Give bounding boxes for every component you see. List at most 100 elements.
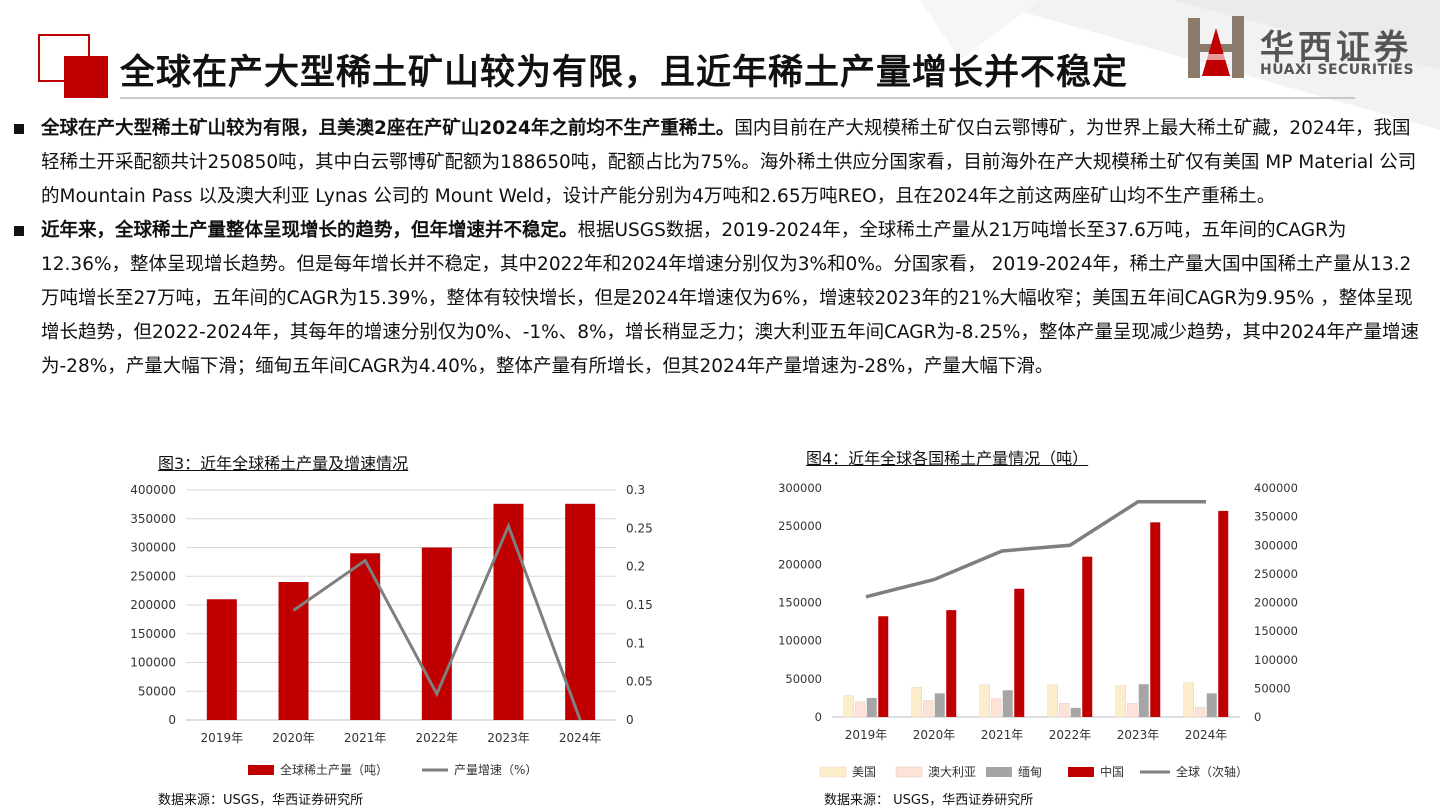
y2-tick-label: 350000 — [1254, 510, 1298, 524]
x-tick-label: 2024年 — [1185, 728, 1228, 742]
y2-tick-label: 0.1 — [626, 636, 645, 650]
bullet-text: 根据USGS数据，2019-2024年，全球稀土产量从21万吨增长至37.6万吨… — [41, 220, 1420, 377]
bar-myanmar — [1206, 693, 1217, 717]
bar-australia — [1059, 703, 1070, 718]
legend-label: 产量增速（%） — [454, 763, 537, 777]
title-divider — [120, 97, 1355, 99]
legend-swatch-usa — [819, 766, 847, 778]
x-tick-label: 2024年 — [559, 731, 602, 745]
y2-tick-label: 300000 — [1254, 538, 1298, 552]
bar-global-production — [206, 599, 237, 720]
y-tick-label: 50000 — [138, 684, 176, 698]
x-tick-label: 2022年 — [416, 731, 459, 745]
legend-label: 缅甸 — [1018, 765, 1042, 779]
legend-swatch-myanmar — [986, 767, 1012, 777]
bar-australia — [991, 698, 1002, 718]
bullet-text: 国内目前在产大规模稀土矿仅白云鄂博矿，为世界上最大稀土矿藏，2024年，我国轻稀… — [41, 118, 1417, 207]
bar-myanmar — [1138, 684, 1149, 717]
y-tick-label: 350000 — [130, 512, 176, 526]
bar-myanmar — [1070, 707, 1081, 717]
y-tick-label: 0 — [815, 710, 822, 724]
page-title: 全球在产大型稀土矿山较为有限，且近年稀土产量增长并不稳定 — [120, 53, 1129, 93]
y2-tick-label: 0.25 — [626, 521, 653, 535]
x-tick-label: 2023年 — [1117, 728, 1160, 742]
y2-tick-label: 150000 — [1254, 624, 1298, 638]
y-tick-label: 250000 — [130, 569, 176, 583]
figure3-source: 数据来源：USGS，华西证券研究所 — [158, 793, 364, 808]
bar-usa — [1115, 685, 1126, 718]
bar-usa — [911, 686, 922, 718]
bar-global-production — [565, 503, 596, 720]
y2-tick-label: 0 — [626, 713, 634, 727]
y2-tick-label: 0 — [1254, 710, 1261, 724]
legend-label: 中国 — [1100, 764, 1124, 779]
figure4-caption: 图4：近年全球各国稀土产量情况（吨） — [806, 449, 1089, 468]
x-tick-label: 2020年 — [272, 731, 315, 745]
legend-swatch-china — [1068, 767, 1094, 777]
y-tick-label: 0 — [168, 713, 176, 727]
legend-swatch-australia — [895, 766, 923, 778]
bar-china — [1150, 522, 1161, 717]
x-tick-label: 2020年 — [913, 728, 956, 742]
bar-australia — [1195, 706, 1206, 718]
y-tick-label: 100000 — [130, 656, 176, 670]
y-tick-label: 250000 — [778, 519, 822, 533]
y2-tick-label: 100000 — [1254, 653, 1298, 667]
x-tick-label: 2021年 — [344, 731, 387, 745]
y2-tick-label: 50000 — [1254, 681, 1291, 695]
y2-tick-label: 400000 — [1254, 481, 1298, 495]
line-growth-rate — [292, 521, 582, 721]
y-tick-label: 150000 — [778, 596, 822, 610]
bullet-item: 近年来，全球稀土产量整体呈现增长的趋势，但年增速并不稳定。根据USGS数据，20… — [14, 214, 1428, 384]
y-tick-label: 200000 — [778, 557, 822, 571]
logo-emblem-icon — [1188, 16, 1244, 78]
y2-tick-label: 0.15 — [626, 598, 653, 612]
x-tick-label: 2019年 — [845, 728, 888, 742]
bar-australia — [923, 699, 934, 718]
y-tick-label: 150000 — [130, 627, 176, 641]
bullet-heading: 近年来，全球稀土产量整体呈现增长的趋势，但年增速并不稳定。 — [41, 220, 578, 241]
bullet-square-icon — [14, 124, 24, 134]
bullet-square-icon — [14, 226, 24, 236]
legend-swatch-production — [248, 765, 274, 775]
x-tick-label: 2021年 — [981, 728, 1024, 742]
y2-tick-label: 200000 — [1254, 596, 1298, 610]
bar-china — [1014, 588, 1025, 717]
bar-china — [1082, 556, 1093, 717]
y-tick-label: 50000 — [785, 672, 822, 686]
bar-myanmar — [866, 697, 877, 717]
huaxi-logo: 华西证券 HUAXI SECURITIES — [1186, 14, 1426, 80]
bar-usa — [979, 684, 990, 718]
x-tick-label: 2019年 — [201, 731, 244, 745]
legend-label: 美国 — [852, 765, 876, 779]
legend-label: 澳大利亚 — [928, 765, 976, 779]
figure4-source: 数据来源： USGS，华西证券研究所 — [824, 793, 1034, 808]
y2-tick-label: 0.3 — [626, 483, 645, 497]
bar-usa — [843, 695, 854, 718]
bullet-heading: 全球在产大型稀土矿山较为有限，且美澳2座在产矿山2024年之前均不生产重稀土。 — [41, 118, 735, 139]
figure3-chart: 0 50000 100000 150000 200000 250000 300000 3500… — [130, 483, 653, 777]
y-tick-label: 300000 — [130, 541, 176, 555]
bar-myanmar — [934, 693, 945, 717]
bar-australia — [855, 701, 866, 718]
bar-china — [878, 616, 889, 717]
bar-usa — [1183, 682, 1194, 718]
y-tick-label: 400000 — [130, 483, 176, 497]
y2-tick-label: 0.05 — [626, 675, 653, 689]
bar-usa — [1047, 684, 1058, 718]
bullet-list: 全球在产大型稀土矿山较为有限，且美澳2座在产矿山2024年之前均不生产重稀土。国… — [14, 112, 1428, 384]
title-marker-fill — [64, 56, 108, 98]
figure3-caption: 图3：近年全球稀土产量及增速情况 — [158, 454, 409, 473]
x-tick-label: 2022年 — [1049, 728, 1092, 742]
bar-china — [1218, 510, 1229, 717]
y2-tick-label: 250000 — [1254, 567, 1298, 581]
y-tick-label: 200000 — [130, 598, 176, 612]
bar-china — [946, 610, 957, 717]
y2-tick-label: 0.2 — [626, 560, 645, 574]
logo-chinese-text: 华西证券 — [1260, 28, 1412, 68]
figure4-chart: 0 50000 100000 150000 200000 250000 300000 0 500… — [778, 481, 1298, 779]
legend-label: 全球（次轴） — [1176, 764, 1248, 779]
y-tick-label: 100000 — [778, 634, 822, 648]
bar-australia — [1127, 703, 1138, 718]
bar-global-production — [493, 503, 524, 720]
